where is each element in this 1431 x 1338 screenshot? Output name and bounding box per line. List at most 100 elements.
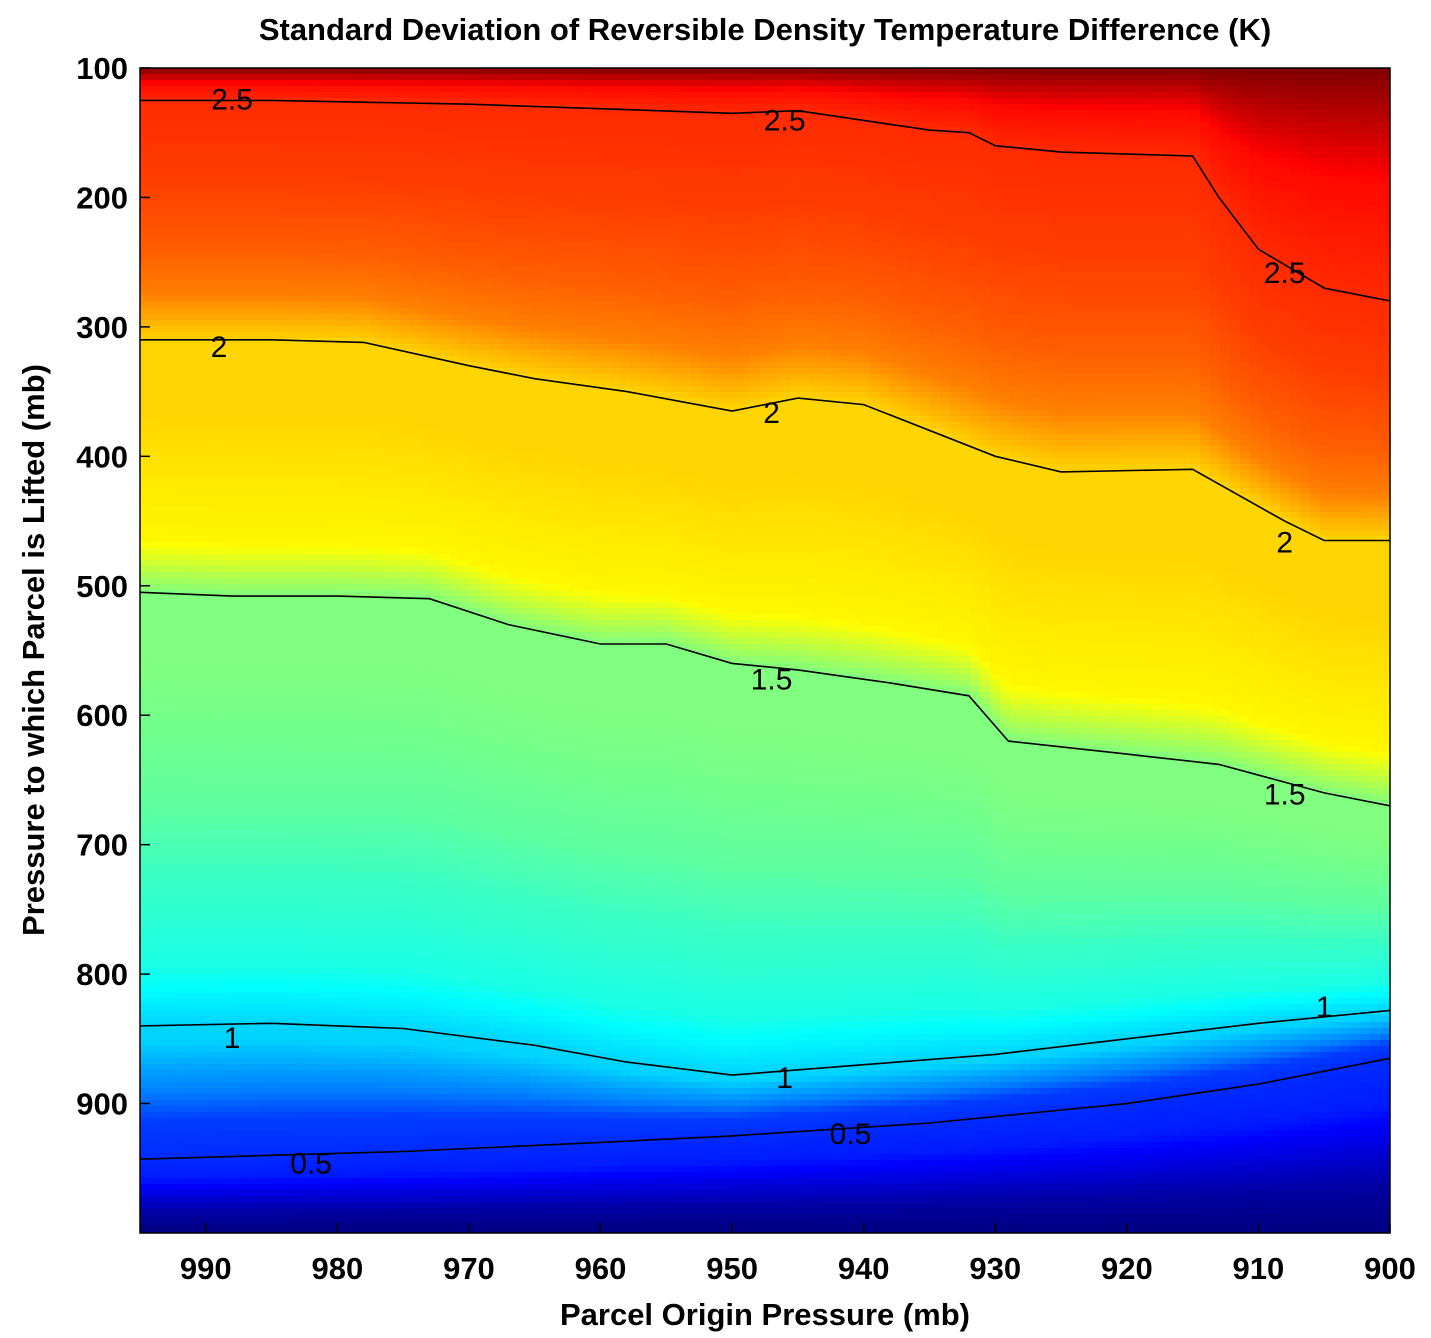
heatmap-cell xyxy=(170,698,181,705)
heatmap-cell xyxy=(290,878,301,885)
heatmap-cell xyxy=(350,506,361,513)
heatmap-cell xyxy=(170,896,181,903)
heatmap-cell xyxy=(180,302,191,309)
heatmap-cell xyxy=(350,602,361,609)
heatmap-cell xyxy=(320,254,331,261)
heatmap-cell xyxy=(190,458,201,465)
heatmap-cell xyxy=(250,1088,261,1095)
heatmap-cell xyxy=(270,686,281,693)
heatmap-cell xyxy=(150,1040,161,1047)
heatmap-cell xyxy=(170,806,181,813)
heatmap-cell xyxy=(140,818,151,825)
heatmap-cell xyxy=(280,500,291,507)
heatmap-cell xyxy=(170,260,181,267)
heatmap-cell xyxy=(220,908,231,915)
heatmap-cell xyxy=(200,422,211,429)
heatmap-cell xyxy=(300,440,311,447)
heatmap-cell xyxy=(190,116,201,123)
heatmap-cell xyxy=(260,1058,271,1065)
heatmap-cell xyxy=(210,1004,221,1011)
heatmap-cell xyxy=(340,1142,351,1149)
heatmap-cell xyxy=(240,932,251,939)
heatmap-cell xyxy=(320,1100,331,1107)
heatmap-cell xyxy=(290,776,301,783)
heatmap-cell xyxy=(270,314,281,321)
heatmap-cell xyxy=(200,1118,211,1125)
heatmap-cell xyxy=(370,680,381,687)
heatmap-cell xyxy=(190,1142,201,1149)
heatmap-cell xyxy=(270,1028,281,1035)
heatmap-cell xyxy=(160,1196,171,1203)
heatmap-cell xyxy=(180,1166,191,1173)
heatmap-cell xyxy=(390,566,401,573)
heatmap-cell xyxy=(290,1058,301,1065)
heatmap-cell xyxy=(230,1112,241,1119)
heatmap-cell xyxy=(340,1088,351,1095)
heatmap-cell xyxy=(290,344,301,351)
heatmap-cell xyxy=(330,1142,341,1149)
heatmap-cell xyxy=(220,230,231,237)
heatmap-cell xyxy=(320,614,331,621)
heatmap-cell xyxy=(360,668,371,675)
heatmap-cell xyxy=(310,638,321,645)
heatmap-cell xyxy=(370,764,381,771)
heatmap-cell xyxy=(160,524,171,531)
heatmap-cell xyxy=(210,380,221,387)
heatmap-cell xyxy=(220,434,231,441)
heatmap-cell xyxy=(270,1046,281,1053)
heatmap-cell xyxy=(380,530,391,537)
heatmap-cell xyxy=(200,116,211,123)
heatmap-cell xyxy=(260,314,271,321)
heatmap-cell xyxy=(290,512,301,519)
heatmap-cell xyxy=(280,362,291,369)
heatmap-cell xyxy=(230,320,241,327)
heatmap-cell xyxy=(280,1112,291,1119)
heatmap-cell xyxy=(330,770,341,777)
heatmap-cell xyxy=(270,110,281,117)
heatmap-cell xyxy=(210,98,221,105)
heatmap-cell xyxy=(380,1226,391,1233)
heatmap-cell xyxy=(260,254,271,261)
heatmap-cell xyxy=(200,356,211,363)
heatmap-cell xyxy=(200,152,211,159)
heatmap-cell xyxy=(320,872,331,879)
heatmap-cell xyxy=(310,794,321,801)
heatmap-cell xyxy=(150,1136,161,1143)
heatmap-cell xyxy=(160,956,171,963)
heatmap-cell xyxy=(190,854,201,861)
heatmap-cell xyxy=(320,200,331,207)
heatmap-cell xyxy=(140,1214,151,1221)
heatmap-cell xyxy=(150,1064,161,1071)
heatmap-cell xyxy=(230,788,241,795)
heatmap-cell xyxy=(380,68,391,75)
heatmap-cell xyxy=(140,656,151,663)
heatmap-cell xyxy=(180,818,191,825)
heatmap-cell xyxy=(360,386,371,393)
heatmap-cell xyxy=(200,188,211,195)
heatmap-cell xyxy=(260,890,271,897)
heatmap-cell xyxy=(240,392,251,399)
heatmap-cell xyxy=(240,668,251,675)
heatmap-cell xyxy=(160,908,171,915)
heatmap-cell xyxy=(390,284,401,291)
heatmap-cell xyxy=(220,506,231,513)
heatmap-cell xyxy=(380,362,391,369)
heatmap-cell xyxy=(370,800,381,807)
heatmap-cell xyxy=(190,920,201,927)
heatmap-cell xyxy=(370,308,381,315)
heatmap-cell xyxy=(240,986,251,993)
heatmap-cell xyxy=(140,758,151,765)
heatmap-cell xyxy=(150,710,161,717)
heatmap-cell xyxy=(210,428,221,435)
heatmap-cell xyxy=(220,152,231,159)
heatmap-cell xyxy=(250,788,261,795)
heatmap-cell xyxy=(340,1160,351,1167)
heatmap-cell xyxy=(170,626,181,633)
heatmap-cell xyxy=(270,368,281,375)
heatmap-cell xyxy=(280,314,291,321)
heatmap-cell xyxy=(230,164,241,171)
heatmap-cell xyxy=(140,482,151,489)
heatmap-cell xyxy=(390,308,401,315)
heatmap-cell xyxy=(280,956,291,963)
heatmap-cell xyxy=(240,1058,251,1065)
